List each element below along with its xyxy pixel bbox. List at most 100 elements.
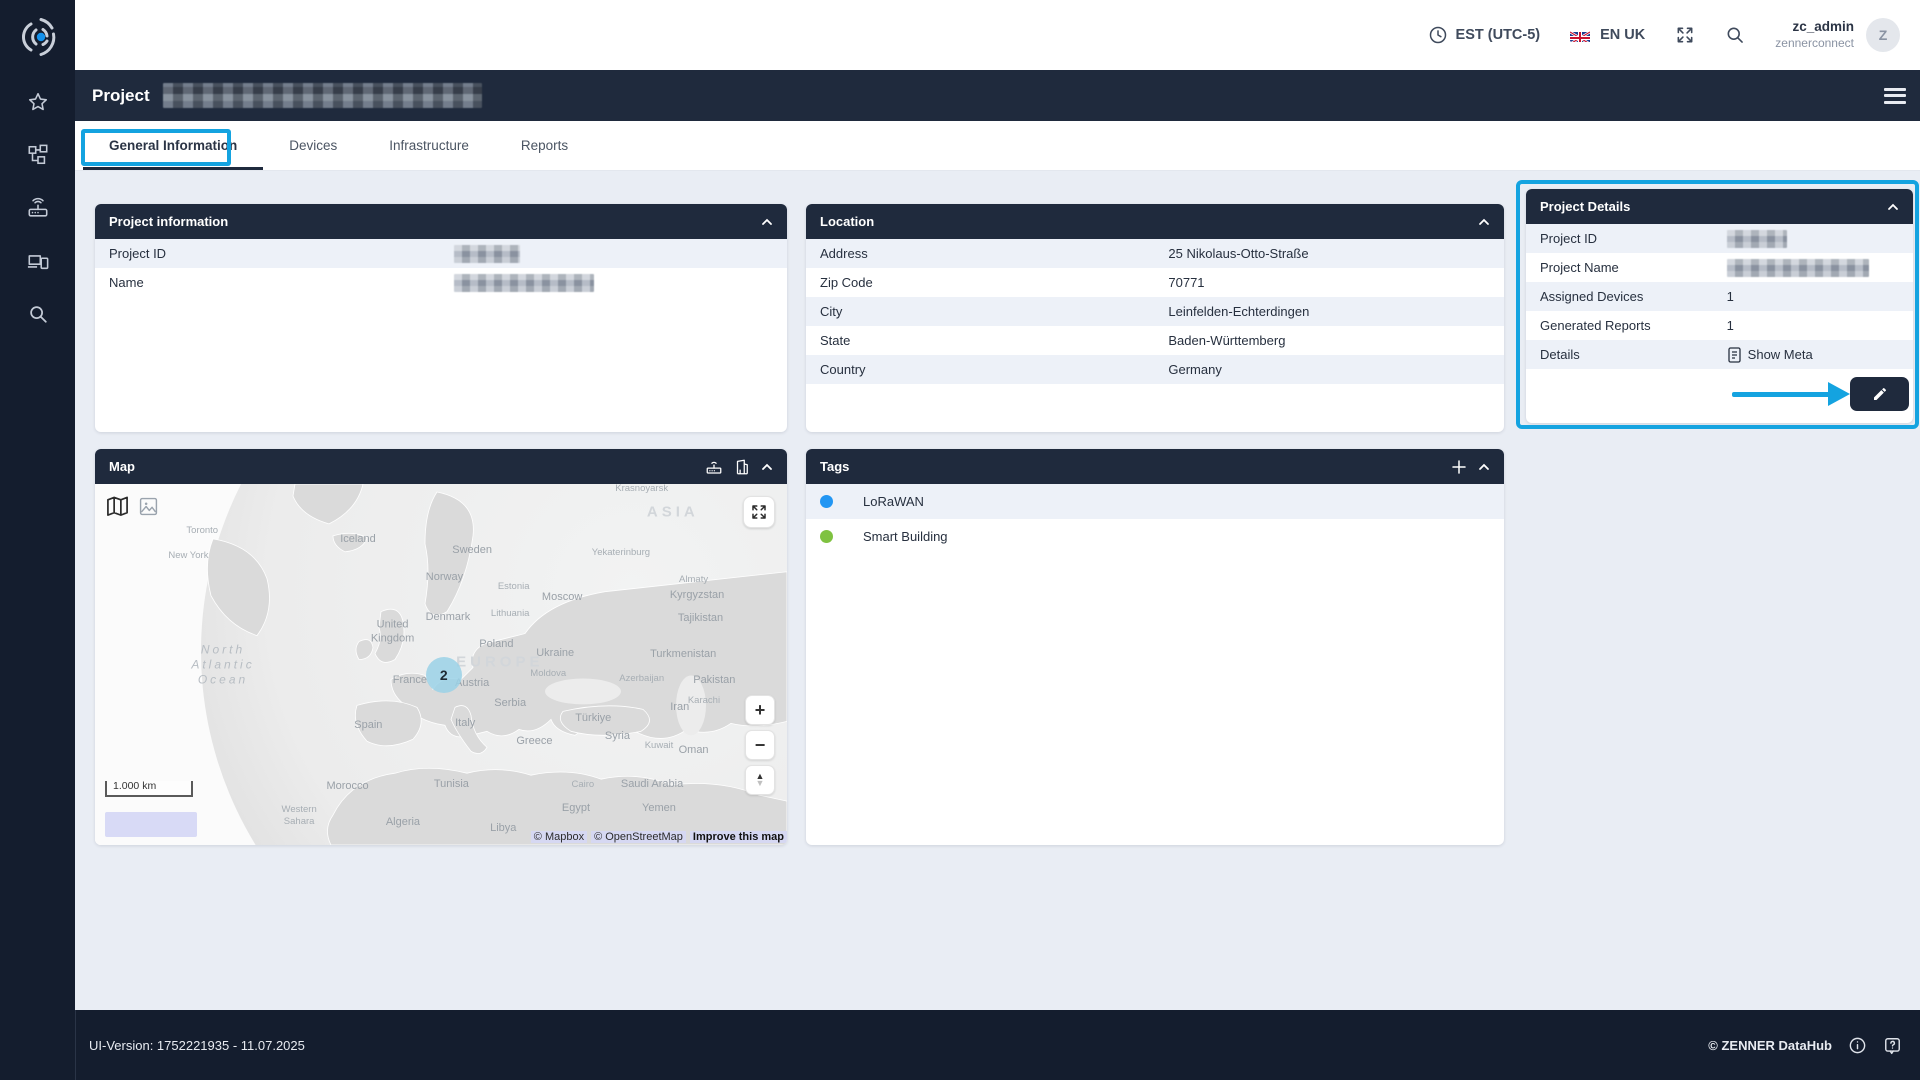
fullscreen-button[interactable] [1675,25,1695,45]
sidebar-item-search[interactable] [24,300,52,328]
page-title: Project [92,85,150,105]
show-meta-link[interactable]: Show Meta [1727,346,1813,363]
table-row: Project Name [1526,253,1913,282]
table-row: Project ID [95,239,787,268]
devices-icon [27,255,48,270]
show-buildings-on-map-icon[interactable] [733,458,751,476]
star-icon [28,92,47,111]
chevron-up-icon[interactable] [761,218,773,226]
card-title: Map [109,459,135,474]
map-fullscreen-button[interactable] [743,496,775,528]
info-icon[interactable] [1848,1036,1867,1055]
zenner-connect-logo-icon[interactable] [17,16,59,58]
table-row: Country Germany [806,355,1504,384]
content-area: Project information Project ID Name Loca… [75,171,1920,1010]
sidebar-item-devices[interactable] [24,247,52,275]
tab-devices[interactable]: Devices [289,137,338,153]
location-card: Location Address 25 Nikolaus-Otto-Straße… [806,204,1504,432]
redacted-value [454,244,521,263]
global-search-button[interactable] [1725,25,1745,45]
annotation-arrow-head [1828,382,1850,406]
satellite-style-button[interactable] [136,494,160,518]
map-attribution: © Mapbox © OpenStreetMap Improve this ma… [530,831,787,843]
tab-reports[interactable]: Reports [520,137,569,153]
improve-map-link[interactable]: Improve this map [689,831,787,843]
redacted-value [454,273,595,292]
zoom-out-button[interactable]: − [745,730,775,760]
sidebar-nav [24,88,52,328]
table-row: Assigned Devices 1 [1526,282,1913,311]
edit-project-button[interactable] [1850,377,1909,411]
redacted-project-name [162,83,482,108]
fullscreen-icon [1677,27,1693,43]
expand-arrows-icon [752,505,766,519]
timezone-selector[interactable]: EST (UTC-5) [1428,25,1541,45]
tags-card: Tags LoRaWAN Smart Building [806,449,1504,845]
sidebar [0,0,75,1080]
language-label: EN UK [1600,27,1646,43]
map-zoom-controls: + − ▲ ▼ [745,695,775,795]
user-org: zennerconnect [1775,35,1854,50]
chevron-up-icon[interactable] [1478,463,1490,471]
avatar[interactable]: Z [1866,18,1900,52]
map-style-toggles [105,494,160,518]
gateway-icon [28,197,47,217]
table-row: Address 25 Nikolaus-Otto-Straße [806,239,1504,268]
tab-infrastructure[interactable]: Infrastructure [389,137,469,153]
timezone-label: EST (UTC-5) [1455,27,1541,43]
mapbox-attribution-link[interactable]: © Mapbox [530,831,588,843]
table-row: Details Show Meta [1526,340,1913,369]
sidebar-item-projects[interactable] [24,141,52,169]
card-title: Project information [109,214,229,229]
main-column: EST (UTC-5) EN UK zc_admin zennerconnect… [75,0,1920,1080]
language-selector[interactable]: EN UK [1570,27,1645,43]
chevron-up-icon[interactable] [1478,218,1490,226]
ui-version: UI-Version: 1752221935 - 11.07.2025 [89,1037,305,1053]
list-item-tag: Smart Building [806,519,1504,554]
osm-attribution-link[interactable]: © OpenStreetMap [591,831,686,843]
map-scale: 1.000 km [105,780,193,797]
copyright: © ZENNER DataHub [1708,1037,1832,1053]
table-row: City Leinfelden-Echterdingen [806,297,1504,326]
redacted-value [1726,229,1787,248]
document-icon [1728,346,1741,363]
search-icon [1727,27,1744,43]
tab-general-information[interactable]: General Information [83,120,264,170]
card-title: Tags [820,459,850,474]
zoom-in-button[interactable]: + [745,695,775,725]
search-icon [29,306,47,323]
redacted-value [1726,258,1869,277]
sidebar-item-gateways[interactable] [24,194,52,222]
chevron-up-icon[interactable] [1887,203,1899,211]
table-row: Name [95,268,787,297]
mapbox-logo[interactable] [105,812,197,837]
map-style-button[interactable] [105,494,129,518]
username: zc_admin [1792,19,1854,35]
map-cluster-marker[interactable]: 2 [425,656,462,693]
folded-map-icon [106,496,128,516]
tab-bar: General Information Devices Infrastructu… [75,121,1920,171]
image-icon [139,497,157,515]
hamburger-menu-icon[interactable] [1884,87,1906,104]
chevron-up-icon[interactable] [761,463,773,471]
sitemap-icon [28,144,47,165]
show-gateways-on-map-icon[interactable] [705,458,723,476]
map[interactable]: Toronto New York Iceland Sweden Yekaterinbur… [95,484,787,845]
list-item-tag: LoRaWAN [806,484,1504,519]
user-menu[interactable]: zc_admin zennerconnect Z [1775,18,1900,52]
page-header: Project [75,70,1920,121]
compass-button[interactable]: ▲ ▼ [745,765,775,795]
sidebar-item-favorites[interactable] [24,88,52,116]
project-details-card: Project Details Project ID Project Name … [1526,189,1913,423]
tag-color-dot [820,530,833,543]
tag-color-dot [820,495,833,508]
map-card: Map [95,449,787,845]
table-row: State Baden-Württemberg [820,333,1286,348]
add-tag-button[interactable] [1450,458,1468,476]
help-icon[interactable] [1883,1036,1902,1055]
card-title: Location [820,214,875,229]
card-title: Project Details [1540,199,1631,214]
project-information-card: Project information Project ID Name [95,204,787,432]
annotation-arrow [1732,392,1830,397]
